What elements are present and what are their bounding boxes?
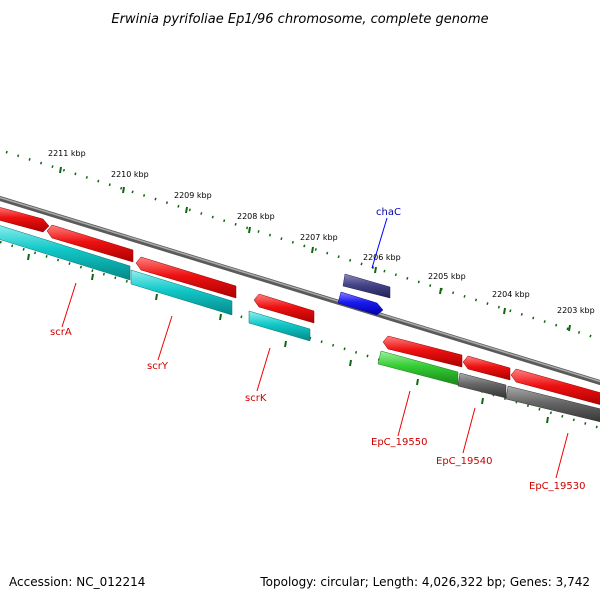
gene-label-epc-19530: EpC_19530 — [529, 481, 585, 492]
gene-arrow[interactable] — [0, 206, 50, 233]
kbp-label: 2205 kbp — [428, 272, 466, 281]
gene-label-epc-19550: EpC_19550 — [371, 437, 427, 448]
gene-label-scra: scrA — [50, 327, 72, 338]
cds-bars — [0, 224, 311, 342]
chac-cds-arrow[interactable] — [337, 291, 384, 316]
lower-major-ticks — [27, 253, 549, 424]
kbp-label: 2207 kbp — [300, 233, 338, 242]
accession-text: Accession: NC_012214 — [9, 575, 145, 589]
gene-arrow[interactable] — [462, 355, 511, 381]
kbp-label: 2208 kbp — [237, 212, 275, 221]
cds-bar[interactable] — [0, 224, 131, 281]
gene-label-scrk: scrK — [245, 393, 267, 404]
kbp-label: 2203 kbp — [557, 306, 595, 315]
gene-label-chac: chaC — [376, 207, 401, 218]
gene-arrow[interactable] — [510, 368, 600, 406]
gene-arrow[interactable] — [253, 293, 315, 324]
label-leaders — [61, 217, 569, 479]
kbp-label: 2210 kbp — [111, 170, 149, 179]
gene-arrow[interactable] — [46, 224, 134, 263]
kbp-label: 2211 kbp — [48, 149, 86, 158]
cds-bar-grey[interactable] — [505, 385, 600, 423]
cds-bar[interactable] — [130, 269, 233, 316]
cds-bar[interactable] — [248, 310, 311, 342]
kbp-label: 2204 kbp — [492, 290, 530, 299]
chac-gene-arrow[interactable] — [342, 273, 391, 299]
gene-label-epc-19540: EpC_19540 — [436, 456, 492, 467]
upper-major-ticks — [59, 166, 571, 332]
genome-backbone — [0, 195, 600, 386]
gene-label-scry: scrY — [147, 361, 169, 372]
map-title: Erwinia pyrifoliae Ep1/96 chromosome, co… — [111, 12, 488, 27]
gene-arrow[interactable] — [382, 335, 463, 368]
genome-summary-text: Topology: circular; Length: 4,026,322 bp… — [259, 575, 590, 589]
kbp-label: 2209 kbp — [174, 191, 212, 200]
gene-arrows — [0, 206, 600, 406]
gene-arrow[interactable] — [135, 256, 237, 299]
kbp-label: 2206 kbp — [363, 253, 401, 262]
